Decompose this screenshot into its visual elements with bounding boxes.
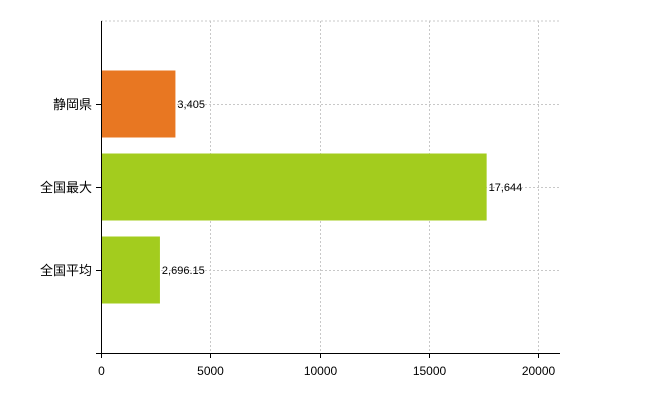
- bar: [102, 70, 176, 138]
- category-label: 静岡県: [53, 98, 92, 113]
- data-label: 17,644: [489, 182, 523, 194]
- x-tick-label: 20000: [522, 364, 556, 378]
- bar: [102, 236, 160, 304]
- x-tick-label: 10000: [304, 364, 338, 378]
- category-label: 全国最大: [40, 180, 92, 196]
- x-tick-label: 15000: [413, 364, 447, 378]
- data-label: 3,405: [177, 99, 205, 111]
- bar: [102, 153, 487, 221]
- x-tick-label: 0: [98, 364, 105, 378]
- x-tick-label: 5000: [197, 364, 224, 378]
- category-label: 全国平均: [40, 263, 92, 279]
- data-label: 2,696.15: [162, 265, 205, 277]
